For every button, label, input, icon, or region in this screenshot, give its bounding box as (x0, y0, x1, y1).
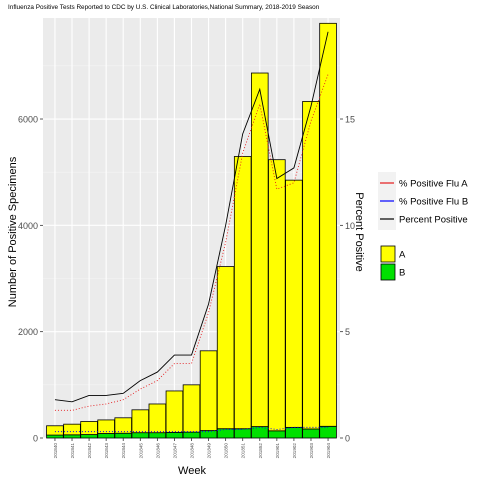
bar-B-201841 (63, 434, 81, 439)
bar-B-201850 (216, 428, 235, 439)
bar-A-201904 (319, 22, 337, 427)
bar-A-201845 (131, 409, 150, 434)
bar-B-201904 (319, 425, 337, 439)
bar-B-201845 (131, 432, 150, 439)
bar-A-201903 (302, 101, 320, 430)
bar-B-201842 (80, 434, 98, 439)
bar-B-201903 (302, 428, 320, 439)
x-tick-label: 201846 (155, 443, 160, 459)
x-tick-label: 201903 (309, 443, 314, 459)
legend-label: A (399, 250, 406, 261)
x-tick-label: 201842 (87, 443, 92, 459)
y2-axis-title: Percent Positive (353, 192, 365, 271)
x-tick-label: 201843 (104, 443, 109, 459)
bar-A-201847 (165, 390, 184, 433)
plot-area (43, 18, 340, 439)
x-tick-label: 201850 (224, 443, 229, 459)
bar-A-201844 (114, 417, 132, 434)
bar-B-201840 (46, 434, 64, 439)
bar-A-201848 (182, 384, 201, 433)
bar-A-201852 (251, 72, 269, 427)
x-tick-label: 201851 (241, 443, 246, 459)
x-tick-label: 201847 (172, 443, 177, 459)
y2-tick-label: 0 (345, 434, 350, 444)
bar-A-201902 (285, 179, 303, 428)
left-y-axis: 0 2000 4000 6000 (18, 115, 43, 444)
x-tick-label: 201844 (121, 443, 126, 459)
x-tick-label: 201902 (292, 443, 297, 459)
bar-A-201841 (63, 423, 81, 436)
y-tick-label: 2000 (18, 327, 38, 337)
line--positive-flu-b (54, 426, 329, 433)
bar-B-201852 (251, 426, 269, 439)
legend-label: % Positive Flu A (399, 179, 468, 190)
bar-B-201851 (233, 428, 252, 439)
bar-A-201846 (148, 403, 167, 434)
legend-label: B (399, 268, 405, 279)
x-tick-label: 201901 (275, 443, 280, 459)
y-tick-label: 6000 (18, 115, 38, 125)
x-tick-label: 201845 (138, 443, 143, 459)
bar-B-201847 (165, 432, 184, 439)
x-tick-label: 201840 (53, 443, 58, 459)
line-percent-positive (54, 31, 329, 403)
bar-B-201844 (114, 432, 132, 439)
y-tick-label: 0 (33, 434, 38, 444)
legend-key-fill (380, 263, 396, 281)
bar-A-201901 (268, 159, 286, 432)
x-tick-label: 201852 (258, 443, 263, 459)
x-axis-title: Week (178, 465, 206, 477)
bar-A-201850 (216, 266, 235, 430)
bar-B-201902 (285, 426, 303, 439)
bar-B-201846 (148, 432, 167, 439)
x-tick-label: 201848 (190, 443, 195, 459)
right-y-axis: 0 5 10 15 (340, 115, 355, 444)
legend-label: Percent Positive (399, 215, 468, 226)
y2-tick-label: 15 (345, 115, 355, 125)
x-tick-label: 201849 (207, 443, 212, 459)
bar-A-201851 (233, 156, 252, 430)
bar-A-201849 (199, 350, 218, 431)
bar-A-201842 (80, 421, 98, 435)
bar-B-201901 (268, 430, 286, 439)
y-tick-label: 4000 (18, 221, 38, 231)
bar-A-201840 (46, 425, 64, 436)
y2-tick-label: 5 (345, 327, 350, 337)
bar-B-201848 (182, 431, 201, 439)
legend-key-fill (380, 245, 396, 263)
chart-title: Influenza Positive Tests Reported to CDC… (8, 4, 320, 11)
y2-tick-label: 10 (345, 221, 355, 231)
legend-lines: % Positive Flu A % Positive Flu B Percent … (378, 172, 468, 230)
bar-B-201843 (97, 433, 115, 439)
x-tick-label: 201904 (326, 443, 331, 459)
legend-fill: AB (380, 245, 406, 281)
y-axis-title: Number of Positive Specimens (7, 156, 19, 307)
legend-label: % Positive Flu B (399, 197, 468, 208)
x-axis: 201840 201841 201842 201843 201844 201845 2018… (53, 438, 331, 458)
x-tick-label: 201841 (70, 443, 75, 459)
